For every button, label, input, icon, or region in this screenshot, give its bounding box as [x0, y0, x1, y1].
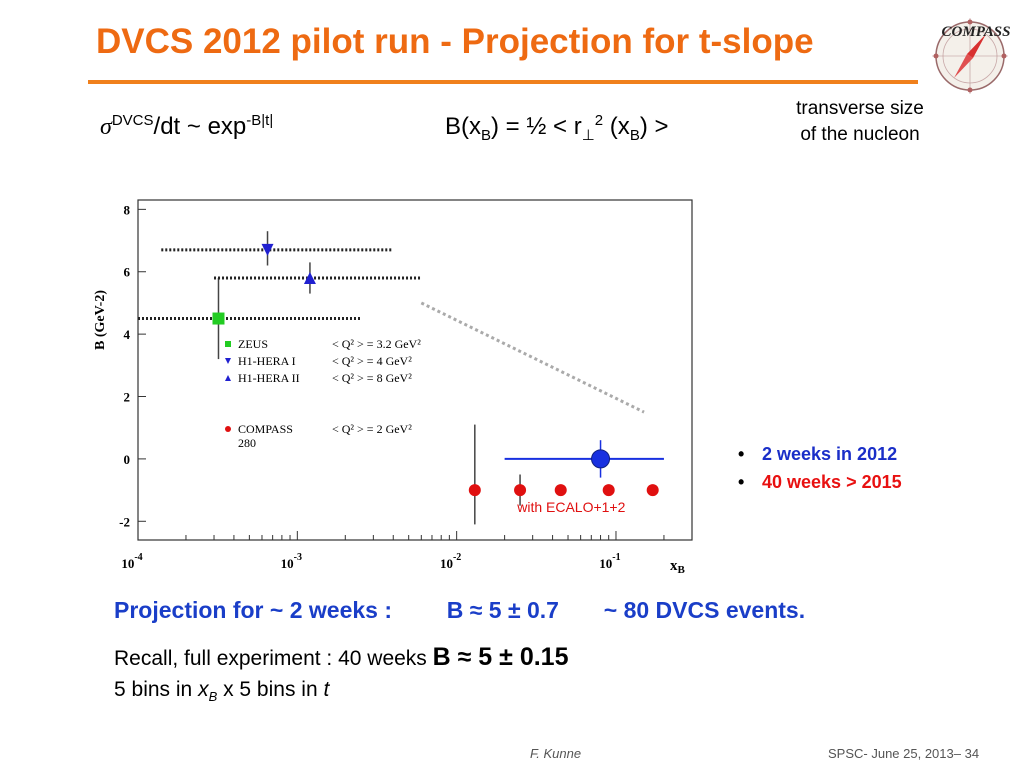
data-point [468, 484, 481, 497]
compass-logo: COMPASS [932, 18, 1011, 94]
slope-formula: B(xB) = ½ < r⊥2 (xB) > [445, 112, 669, 144]
data-point [212, 312, 225, 325]
legend-condition: < Q² > = 4 GeV² [332, 354, 412, 368]
legend-name: H1-HERA I [238, 354, 296, 368]
x-tick-label: 10-4 [121, 552, 142, 571]
y-axis-label: B (GeV-2) [93, 290, 108, 350]
legend-marker [225, 358, 231, 364]
footer-date-page: SPSC- June 25, 2013– 34 [828, 746, 980, 761]
legend-extra: 280 [238, 436, 256, 450]
cross-section-formula: σDVCS/dt ~ exp-B|t| [100, 112, 274, 140]
legend-condition: < Q² > = 3.2 GeV² [332, 337, 421, 351]
logo-text: COMPASS [942, 24, 1011, 40]
data-point [591, 449, 611, 469]
recall-line: Recall, full experiment : 40 weeks B ≈ 5… [114, 643, 569, 671]
legend-condition: < Q² > = 2 GeV² [332, 422, 412, 436]
legend-marker [225, 426, 231, 432]
x-axis-label: xB [670, 558, 686, 576]
bullet-2012: • 2 weeks in 2012 [738, 443, 898, 464]
data-point [514, 484, 527, 497]
trend-line [420, 301, 645, 414]
y-tick-label: 4 [124, 327, 131, 342]
slide-title: DVCS 2012 pilot run - Projection for t-s… [96, 22, 814, 61]
y-tick-label: -2 [119, 514, 130, 529]
bins-line: 5 bins in xB x 5 bins in t [114, 678, 330, 705]
legend-condition: < Q² > = 8 GeV² [332, 371, 412, 385]
y-tick-label: 8 [124, 202, 131, 217]
chart-svg: -2 0 2 4 6 8 10-4 10-3 10-2 10-1 xB B (GeV-2) ZEUS < … [93, 199, 693, 576]
legend-name: ZEUS [238, 337, 268, 351]
transverse-size-note: transverse size of the nucleon [796, 98, 924, 145]
data-point [646, 484, 659, 497]
legend-name: COMPASS [238, 422, 293, 436]
data-point [602, 484, 615, 497]
footer-author: F. Kunne [530, 746, 582, 761]
y-tick-label: 0 [124, 452, 131, 467]
plot-frame [137, 199, 693, 541]
title-underline [88, 80, 918, 84]
x-tick-label: 10-2 [440, 552, 461, 571]
data-point [261, 243, 274, 256]
bullet-list: • 2 weeks in 2012 • 40 weeks > 2015 [738, 440, 902, 496]
x-tick-label: 10-3 [281, 552, 302, 571]
data-point [303, 271, 316, 284]
legend-marker [225, 341, 231, 347]
bullet-2015: • 40 weeks > 2015 [738, 471, 902, 492]
projection-line: Projection for ~ 2 weeks : B ≈ 5 ± 0.7 ~… [114, 597, 806, 623]
ecal-label: with ECALO+1+2 [516, 499, 625, 515]
y-tick-label: 6 [124, 265, 131, 280]
x-tick-label: 10-1 [599, 552, 620, 571]
t-slope-chart: -2 0 2 4 6 8 10-4 10-3 10-2 10-1 xB B (GeV-2) ZEUS < … [80, 188, 720, 578]
legend-name: H1-HERA II [238, 371, 300, 385]
data-point [554, 484, 567, 497]
legend-marker [225, 375, 231, 381]
y-tick-label: 2 [124, 390, 131, 405]
